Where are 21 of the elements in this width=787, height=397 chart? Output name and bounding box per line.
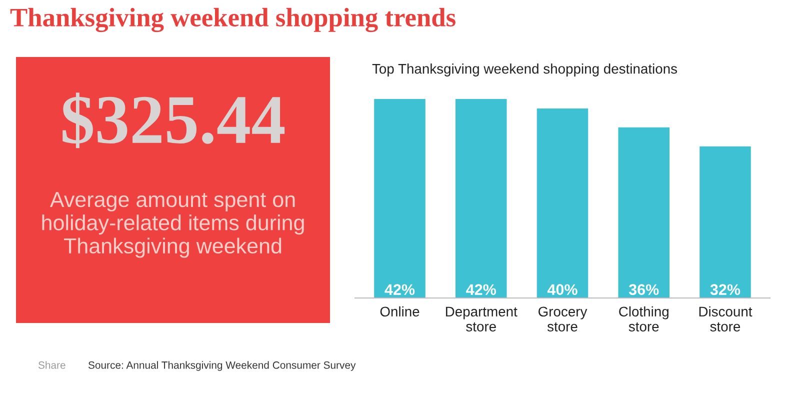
bar: [618, 127, 670, 298]
x-tick-label: Online: [380, 306, 420, 317]
source-note: Source: Annual Thanksgiving Weekend Consumer Survey: [88, 361, 356, 371]
data-label: 42%: [384, 284, 415, 295]
x-tick-label: Clothing store: [619, 306, 668, 332]
text: Thanksgiving weekend shopping trends: [10, 8, 456, 32]
data-label: 40%: [547, 284, 578, 295]
bar: [455, 99, 507, 298]
x-tick-label: Discount store: [699, 306, 752, 332]
bar: [700, 146, 751, 298]
x-tick-label: Grocery store: [538, 306, 588, 332]
x-tick-label: Department store: [446, 306, 518, 332]
data-label: 36%: [628, 284, 659, 295]
data-label: 32%: [710, 284, 740, 295]
text: $325.44: [62, 92, 285, 148]
text: Average amount spent on holiday-related items during Thanksgiving weekend: [42, 192, 304, 258]
bar: [374, 99, 426, 298]
data-label: 42%: [466, 284, 496, 295]
bar: [536, 108, 588, 298]
chart-title: Top Thanksgiving weekend shopping destinations: [372, 64, 678, 76]
text: Share: [38, 361, 66, 369]
